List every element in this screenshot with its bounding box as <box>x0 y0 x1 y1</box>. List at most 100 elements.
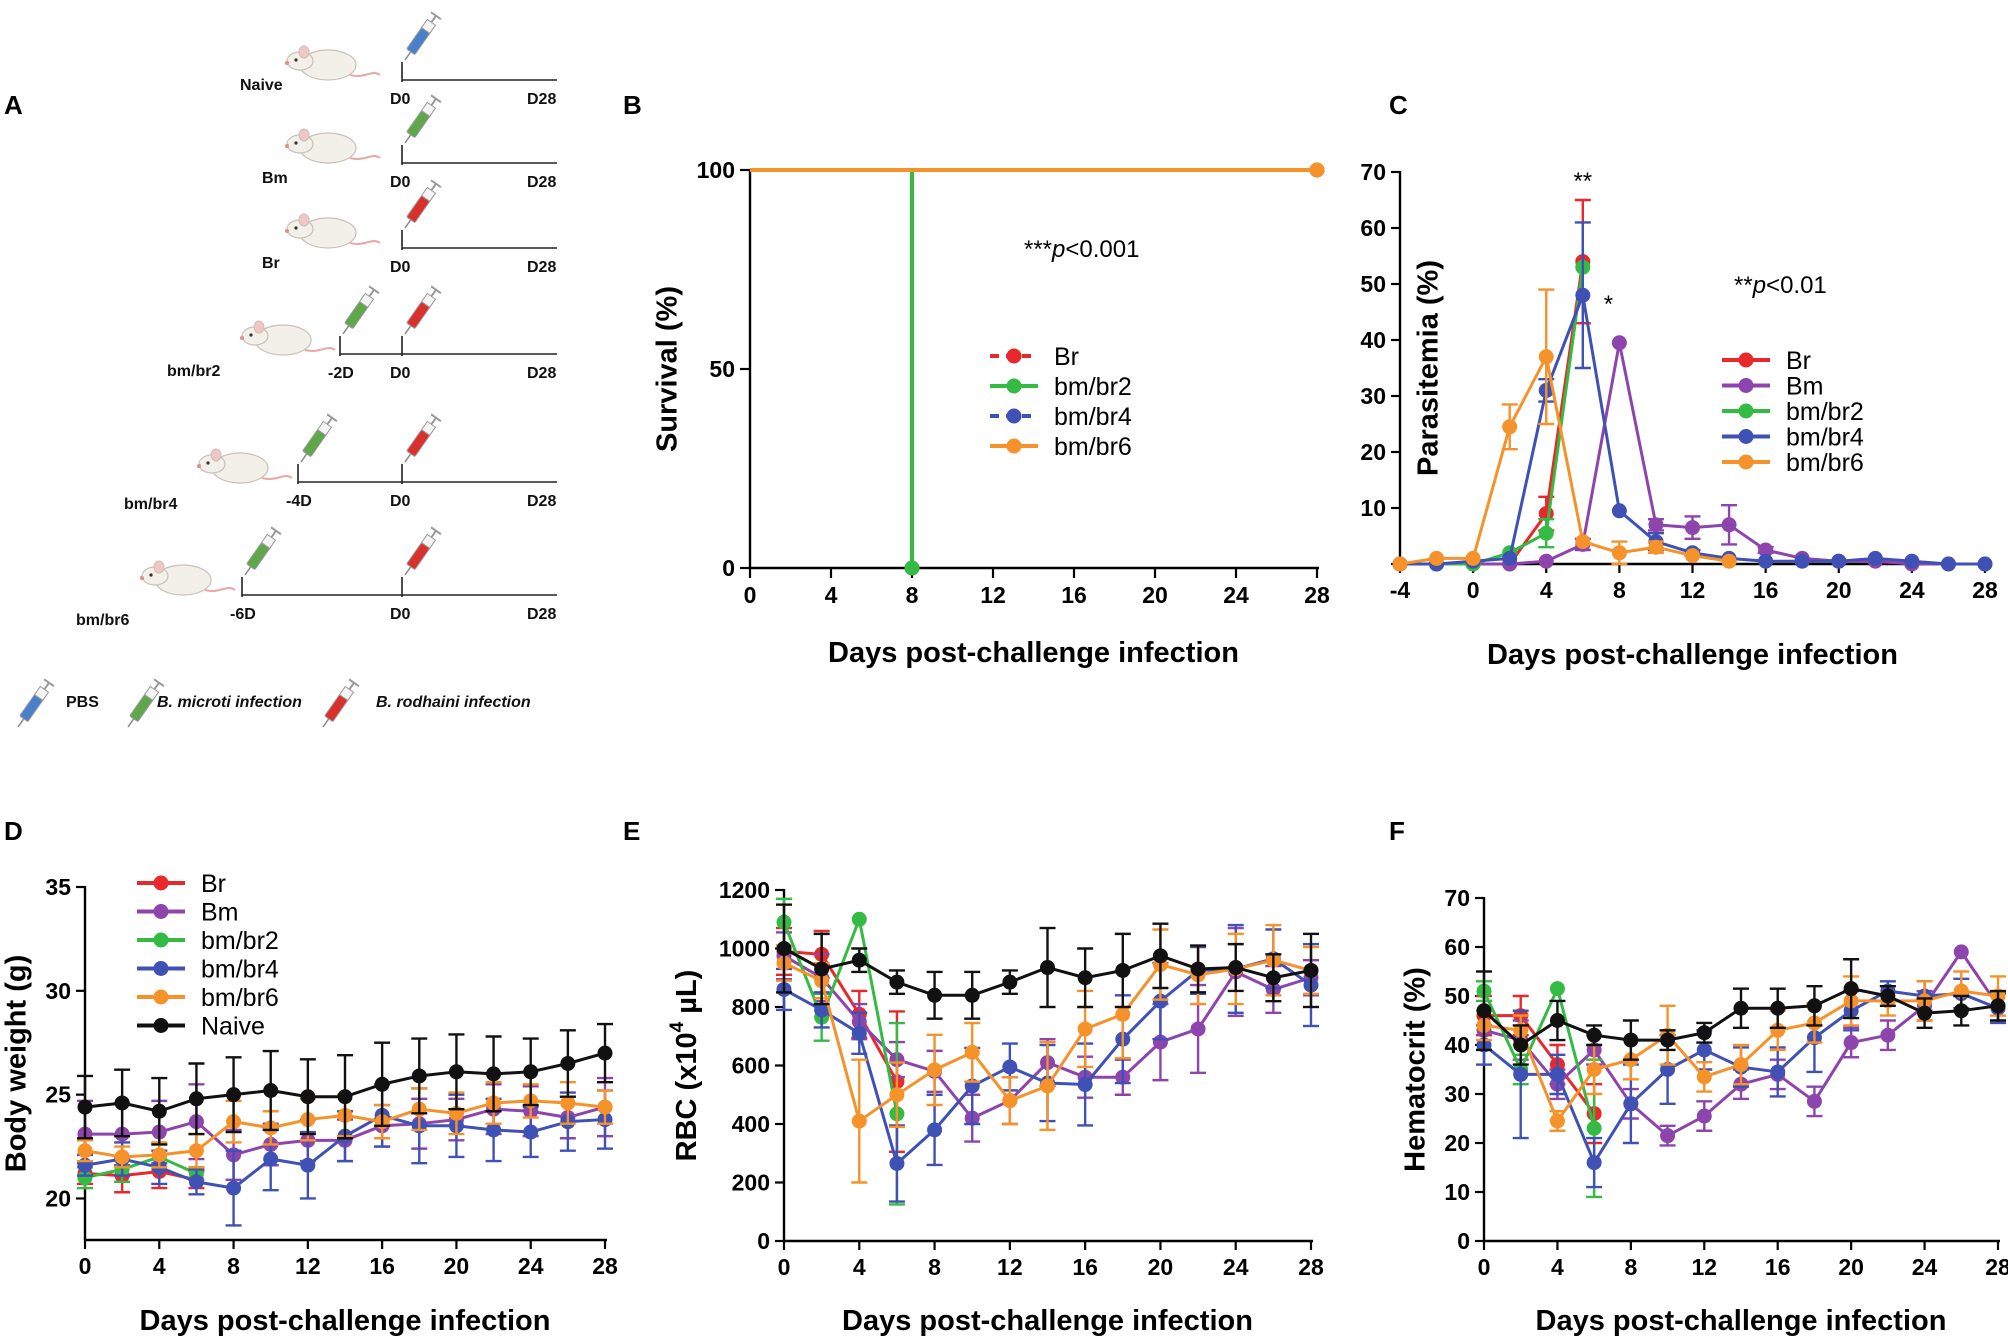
syringe-needle <box>404 134 412 144</box>
data-point <box>1586 1120 1602 1136</box>
legend-item-bm: Bm <box>1722 373 1824 401</box>
x-tick-label: 20 <box>444 1253 470 1279</box>
data-point <box>1843 1035 1859 1051</box>
syringe-plunger <box>430 183 437 191</box>
data-point <box>1770 1000 1786 1016</box>
data-point <box>1696 1069 1712 1085</box>
data-point <box>77 1170 93 1186</box>
mouse-eye <box>294 58 298 62</box>
legend-item-bm-br4: bm/br4 <box>990 403 1132 431</box>
schedule-row-bm-br4: bm/br4 -4D D0 D28 <box>124 413 557 513</box>
x-tick-label: 12 <box>1680 577 1706 603</box>
data-point <box>1465 550 1481 566</box>
data-point <box>1758 542 1774 558</box>
mouse-icon <box>285 213 381 249</box>
legend-item-bm-br2: bm/br2 <box>137 927 279 955</box>
hematocrit-chart: 0 4 8 12 16 20 24 28 0 10 20 30 40 50 60 70 Days post-ch… <box>1400 885 2008 1337</box>
syringe-needle <box>300 453 308 463</box>
data-point <box>597 1099 613 1115</box>
data-point <box>1575 534 1591 550</box>
mouse-nose <box>140 576 144 580</box>
legend-marker <box>1006 378 1022 394</box>
schedule-row-bm-br2: bm/br2 -2D D0 D28 <box>167 285 557 382</box>
x-tick-label: 12 <box>295 1253 321 1279</box>
legend-label: bm/br2 <box>201 927 279 955</box>
legend-item-br: Br <box>990 343 1079 371</box>
series-line <box>1483 950 2000 1138</box>
end-day-label: D28 <box>527 174 556 191</box>
syringe-plunger-end <box>348 678 360 688</box>
y-tick-label: 10 <box>1360 495 1386 521</box>
legend-label: bm/br6 <box>201 984 279 1012</box>
syringe-plunger <box>430 289 437 297</box>
y-axis-title: Hematocrit (%) <box>1400 967 1432 1172</box>
data-point <box>1648 539 1664 555</box>
legend-item-bm-br2: bm/br2 <box>990 373 1132 401</box>
syringe-plunger <box>430 98 437 106</box>
syringe-needle <box>127 718 135 728</box>
data-point <box>300 1089 316 1105</box>
mouse-icon <box>285 128 381 164</box>
group-label: Naive <box>240 77 283 94</box>
syringe-plunger <box>326 417 333 425</box>
y-tick-label: 100 <box>697 157 735 183</box>
syringe-icon <box>404 413 442 463</box>
mouse-ear <box>298 213 310 227</box>
legend-marker <box>1738 454 1754 470</box>
mouse-nose <box>285 61 289 65</box>
x-tick-label: 16 <box>369 1253 395 1279</box>
x-tick-label: 28 <box>1304 582 1330 608</box>
x-tick-label: 4 <box>825 582 838 608</box>
end-day-label: D28 <box>527 259 556 276</box>
end-day-label: D28 <box>527 606 556 623</box>
data-point <box>1990 998 2006 1014</box>
data-point <box>1880 988 1896 1004</box>
schematic-legend-label: PBS <box>66 694 99 711</box>
panel-label-e: E <box>623 816 640 846</box>
x-tick-label: 0 <box>79 1253 92 1279</box>
series-bm-br2 <box>750 168 920 576</box>
data-point <box>1623 1096 1639 1112</box>
data-point <box>1953 1003 1969 1019</box>
group-label: bm/br2 <box>167 363 220 380</box>
data-point <box>77 1143 93 1159</box>
series-br <box>750 168 920 576</box>
syringe-icon <box>404 11 442 61</box>
series-bm-br2 <box>1476 980 1603 1199</box>
legend-marker <box>1738 378 1754 393</box>
legend-item-br: Br <box>1722 347 1811 375</box>
data-point <box>486 1066 502 1082</box>
annotation-stars: *** <box>1024 236 1052 263</box>
x-axis-title: Days post-challenge infection <box>1536 1305 1947 1337</box>
syringe-barrel <box>143 685 160 702</box>
mouse-tail <box>261 475 293 480</box>
data-point <box>1190 1021 1206 1037</box>
data-point <box>188 1091 204 1107</box>
mouse-nose <box>285 229 289 233</box>
data-point <box>1392 556 1408 572</box>
syringe-plunger-end <box>270 526 282 536</box>
x-tick-label: 28 <box>1298 1254 1324 1280</box>
parasitemia-chart: -4 0 4 8 12 16 20 24 28 10 20 30 40 50 60 70 Days post-c… <box>1360 159 1998 671</box>
data-point <box>523 1064 539 1080</box>
syringe-fill <box>406 27 430 55</box>
data-point <box>889 1155 905 1171</box>
annotation-p-label: p <box>1752 272 1766 299</box>
mouse-icon <box>285 45 381 81</box>
data-point <box>1002 1059 1018 1075</box>
mouse-icon <box>240 320 336 356</box>
syringe-plunger-end <box>326 413 338 423</box>
data-point <box>964 987 980 1003</box>
data-point <box>1806 998 1822 1014</box>
data-point <box>300 1157 316 1173</box>
group-label: bm/br6 <box>76 612 129 629</box>
syringe-fill <box>129 694 153 722</box>
data-point <box>1770 1022 1786 1038</box>
data-point <box>1758 553 1774 569</box>
syringe-fill <box>302 429 326 457</box>
legend-label: bm/br4 <box>201 956 279 984</box>
legend-label: Br <box>1786 347 1811 375</box>
data-point <box>1660 1128 1676 1144</box>
data-point <box>851 911 867 927</box>
